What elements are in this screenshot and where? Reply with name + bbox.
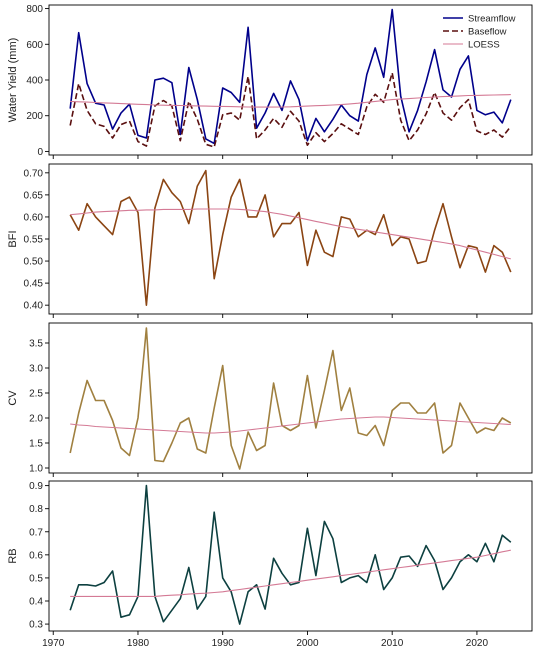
series-line-loess-trend bbox=[70, 549, 511, 597]
series-line-baseflow bbox=[69, 72, 512, 148]
legend-label: Streamflow bbox=[468, 14, 516, 25]
x-tick-label: 2020 bbox=[466, 638, 489, 647]
y-tick-label: 0.6 bbox=[29, 550, 43, 561]
y-axis-label: Water Yield (mm) bbox=[7, 38, 19, 123]
panel-3: 1.0 1.5 2.0 2.5 3.0 3.5 CV bbox=[7, 322, 533, 477]
y-tick-label: 0.9 bbox=[29, 481, 43, 492]
y-tick-label: 0.45 bbox=[24, 279, 44, 290]
series-line-loess-trend bbox=[70, 208, 511, 260]
y-tick-label: 400 bbox=[26, 76, 43, 87]
plot-frame bbox=[48, 480, 533, 632]
y-axis-label: BFI bbox=[7, 230, 19, 247]
y-tick-label: 1.0 bbox=[29, 464, 43, 475]
y-tick-label: 0.60 bbox=[24, 212, 44, 223]
series-line-streamflow bbox=[69, 8, 512, 145]
y-tick-label: 200 bbox=[26, 111, 43, 122]
y-tick-label: 0.65 bbox=[24, 190, 44, 201]
series-line-loess bbox=[70, 94, 511, 108]
y-tick-label: 3.5 bbox=[29, 339, 43, 350]
legend-label: LOESS bbox=[468, 40, 500, 51]
panel-1: 0 200 400 600 800 Water Yield (mm) Streamflow B… bbox=[7, 4, 533, 159]
panel-2: 0.40 0.45 0.50 0.55 0.60 0.65 0.70 BFI bbox=[7, 163, 533, 318]
plot-frame bbox=[48, 322, 533, 474]
plot-frame bbox=[48, 163, 533, 315]
y-tick-label: 0.50 bbox=[24, 257, 44, 268]
legend-label: Baseflow bbox=[468, 27, 507, 38]
y-tick-label: 600 bbox=[26, 40, 43, 51]
y-tick-label: 0.3 bbox=[29, 620, 43, 631]
y-tick-label: 0 bbox=[37, 147, 43, 158]
y-tick-label: 0.4 bbox=[29, 597, 43, 608]
series-line-series-1 bbox=[69, 327, 512, 470]
x-tick-label: 1990 bbox=[212, 638, 235, 647]
panel-4: 0.3 0.4 0.5 0.6 0.7 0.8 0.9 1970 1980 1990 2000 201… bbox=[7, 480, 533, 647]
y-tick-label: 1.5 bbox=[29, 439, 43, 450]
legend: Streamflow Baseflow LOESS bbox=[443, 14, 516, 51]
x-tick-label: 2000 bbox=[296, 638, 319, 647]
y-tick-label: 800 bbox=[26, 4, 43, 15]
y-tick-label: 0.70 bbox=[24, 168, 44, 179]
x-tick-label: 2010 bbox=[381, 638, 404, 647]
y-tick-label: 0.8 bbox=[29, 504, 43, 515]
series-line-series-1 bbox=[69, 484, 512, 625]
y-tick-label: 3.0 bbox=[29, 364, 43, 375]
x-tick-label: 1980 bbox=[127, 638, 150, 647]
y-tick-label: 2.0 bbox=[29, 414, 43, 425]
y-axis-label: RB bbox=[7, 548, 19, 563]
plot-frame bbox=[48, 4, 533, 156]
x-tick-label: 1970 bbox=[42, 638, 65, 647]
y-tick-label: 0.7 bbox=[29, 527, 43, 538]
y-tick-label: 2.5 bbox=[29, 389, 43, 400]
y-tick-label: 0.55 bbox=[24, 235, 44, 246]
series-line-loess-trend bbox=[70, 416, 511, 434]
y-tick-label: 0.40 bbox=[24, 301, 44, 312]
series-line-series-1 bbox=[69, 169, 512, 307]
y-tick-label: 0.5 bbox=[29, 573, 43, 584]
y-axis-label: CV bbox=[7, 390, 19, 406]
